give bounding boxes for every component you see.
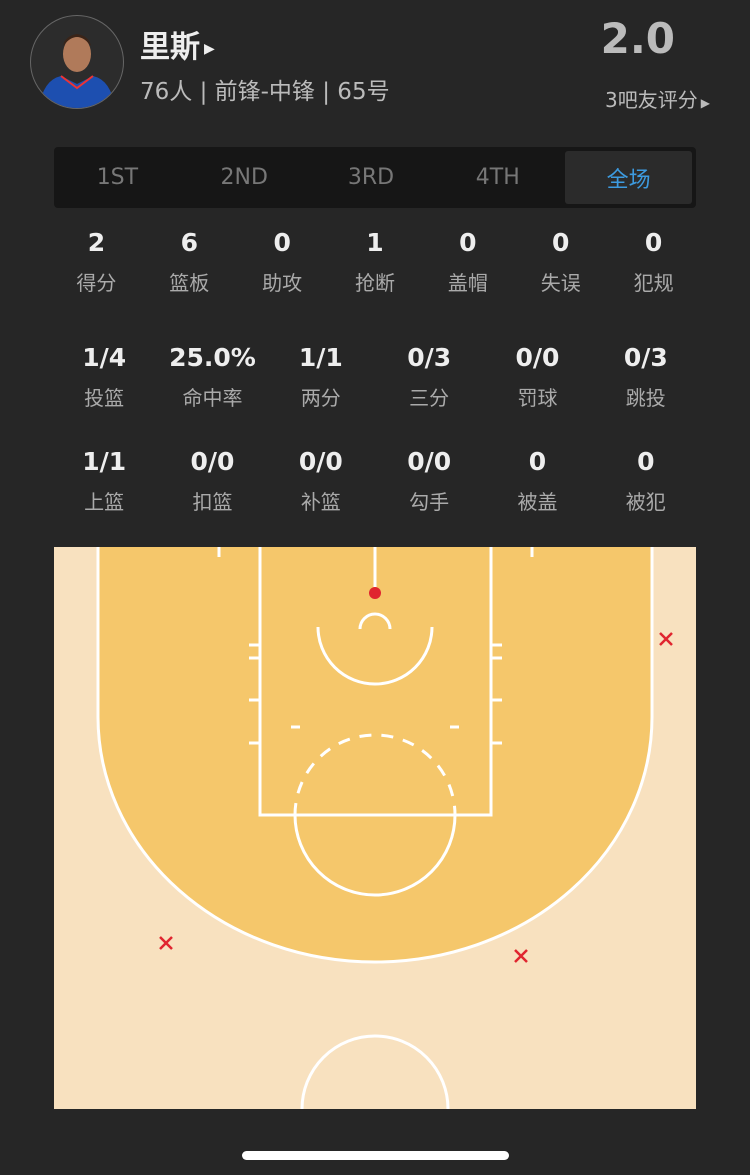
stat-label: 被盖 <box>517 490 558 514</box>
tab-2nd[interactable]: 2ND <box>220 165 268 190</box>
stat-value: 1 <box>366 228 384 257</box>
player-name: 里斯 <box>140 30 200 65</box>
stat-value: 0 <box>273 228 291 257</box>
stat-cell: 0 被犯 <box>592 447 700 515</box>
stat-label: 失误 <box>540 271 581 295</box>
stat-cell: 0/0 罚球 <box>483 343 591 411</box>
hash-marks <box>217 547 534 745</box>
stat-cell: 0/3 跳投 <box>592 343 700 411</box>
paint <box>258 547 493 817</box>
stat-value: 6 <box>180 228 198 257</box>
stat-value: 0/3 <box>407 343 452 372</box>
stat-value: 0 <box>528 447 547 476</box>
tab-4th[interactable]: 4TH <box>475 165 520 190</box>
stat-cell: 0/0 补篮 <box>267 447 375 515</box>
stat-value: 0/0 <box>190 447 235 476</box>
stat-cell: 6 篮板 <box>143 228 236 296</box>
rating-count: 3吧友评分 <box>605 88 698 112</box>
player-rating: 2.0 <box>600 14 675 63</box>
stat-value: 0 <box>644 228 663 257</box>
stat-cell: 0 助攻 <box>236 228 329 296</box>
rating-link[interactable]: 3吧友评分 ▶ <box>605 84 710 113</box>
stat-label: 罚球 <box>517 386 558 410</box>
restricted-area <box>316 626 434 686</box>
stat-cell: 0/3 三分 <box>375 343 483 411</box>
tab-full-game[interactable]: 全场 <box>565 151 692 204</box>
tab-3rd[interactable]: 3RD <box>347 165 395 190</box>
stat-value: 0/0 <box>515 343 560 372</box>
stat-label: 命中率 <box>182 386 243 410</box>
stats-row-shooting: 1/4 投篮 25.0% 命中率 1/1 两分 0/3 三分 0/0 罚球 0/3 跳投 <box>50 343 700 411</box>
made-shot-marker <box>369 587 381 599</box>
stat-value: 0 <box>552 228 570 257</box>
stat-value: 2 <box>87 228 106 257</box>
stat-label: 助攻 <box>262 271 303 295</box>
missed-shot-marker <box>159 936 173 950</box>
missed-shot-marker <box>659 632 673 646</box>
stat-value: 1/4 <box>82 343 127 372</box>
stat-value: 1/1 <box>82 447 127 476</box>
stat-label: 盖帽 <box>447 271 488 295</box>
player-avatar[interactable] <box>30 15 124 109</box>
stat-value: 0 <box>637 447 655 476</box>
stat-label: 跳投 <box>625 386 666 410</box>
stat-cell: 0 盖帽 <box>421 228 514 296</box>
stat-label: 三分 <box>409 386 450 410</box>
shot-chart-court <box>54 547 696 1109</box>
stat-cell: 1/4 投篮 <box>50 343 158 411</box>
stat-label: 得分 <box>76 271 117 295</box>
stat-cell: 0 失误 <box>514 228 607 296</box>
stat-label: 篮板 <box>169 271 210 295</box>
stat-value: 0/0 <box>298 447 343 476</box>
tab-1st[interactable]: 1ST <box>96 165 139 190</box>
stat-label: 补篮 <box>300 490 341 514</box>
stat-value: 0/0 <box>407 447 452 476</box>
stat-cell: 1/1 两分 <box>267 343 375 411</box>
play-arrow-icon: ▶ <box>700 96 710 110</box>
stat-label: 两分 <box>300 386 341 410</box>
center-circle <box>300 1034 450 1109</box>
stat-label: 勾手 <box>409 490 450 514</box>
stat-value: 0/3 <box>623 343 668 372</box>
period-tabs: 1ST 2ND 3RD 4TH 全场 <box>54 147 696 208</box>
stats-row-shot-types: 1/1 上篮 0/0 扣篮 0/0 补篮 0/0 勾手 0 被盖 0 被犯 <box>50 447 700 515</box>
hoop-arc <box>358 612 392 630</box>
stat-label: 投篮 <box>84 386 125 410</box>
home-indicator[interactable] <box>242 1151 509 1160</box>
stat-value: 25.0% <box>169 343 256 372</box>
stat-label: 扣篮 <box>192 490 233 514</box>
stat-cell: 0 犯规 <box>607 228 700 296</box>
stat-value: 0 <box>459 228 477 257</box>
stat-label: 被犯 <box>625 490 666 514</box>
stat-value: 1/1 <box>298 343 343 372</box>
stat-cell: 0/0 勾手 <box>375 447 483 515</box>
stat-cell: 2 得分 <box>50 228 143 296</box>
stat-label: 上篮 <box>84 490 125 514</box>
play-arrow-icon: ▶ <box>204 40 215 57</box>
stat-cell: 25.0% 命中率 <box>158 343 266 411</box>
stat-cell: 0 被盖 <box>483 447 591 515</box>
stats-row-basic: 2 得分 6 篮板 0 助攻 1 抢断 0 盖帽 0 失误 0 犯规 <box>50 228 700 296</box>
player-name-link[interactable]: 里斯 ▶ <box>140 22 215 66</box>
stat-cell: 1/1 上篮 <box>50 447 158 515</box>
stat-label: 抢断 <box>355 271 395 295</box>
missed-shot-marker <box>514 949 528 963</box>
stat-label: 犯规 <box>633 271 674 295</box>
three-point-line <box>96 547 654 964</box>
stat-cell: 0/0 扣篮 <box>158 447 266 515</box>
player-photo-icon <box>39 34 115 108</box>
stat-cell: 1 抢断 <box>329 228 422 296</box>
player-info: 76人 | 前锋-中锋 | 65号 <box>140 79 390 105</box>
free-throw-circle-bottom <box>293 814 457 897</box>
